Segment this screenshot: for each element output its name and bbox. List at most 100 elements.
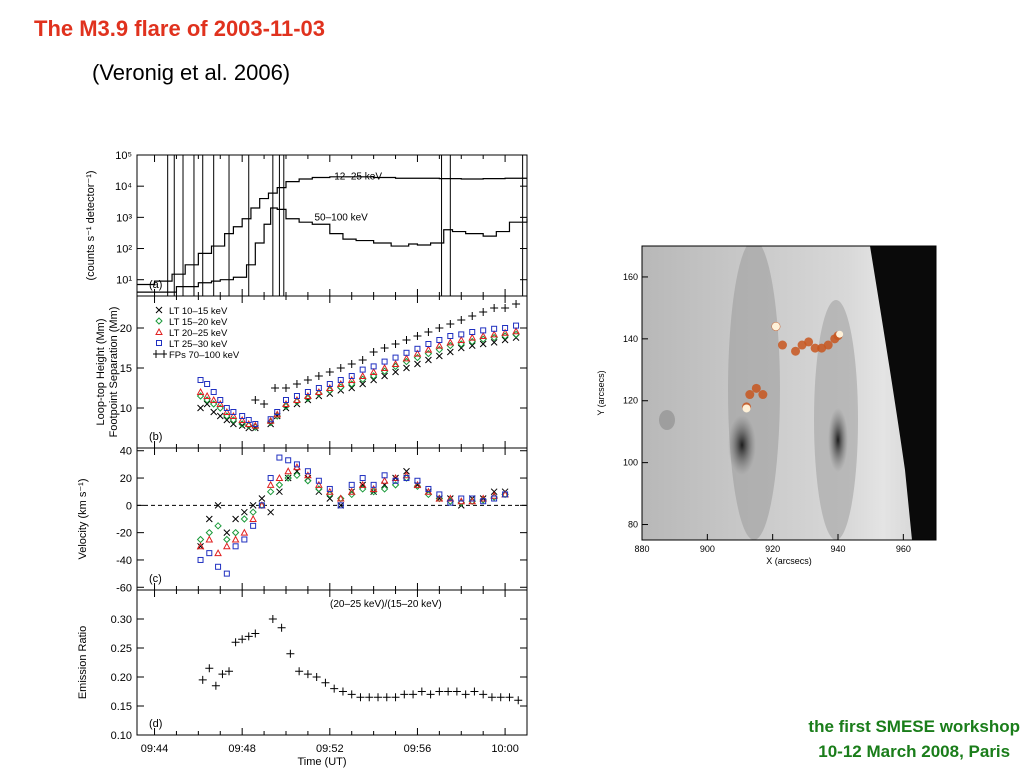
data-point-diamond: [216, 404, 224, 412]
data-point-x: [436, 352, 443, 360]
solar-image-panel: 880 900 920 940 960 80 100 120 140 160 X (arcsecs)…: [596, 245, 937, 566]
data-point-x: [381, 481, 388, 489]
series-line: [137, 176, 527, 286]
y-tick-label: 0.30: [111, 614, 132, 626]
data-point-square: [370, 363, 377, 370]
data-point-square: [232, 543, 239, 550]
data-point-triangle: [369, 367, 378, 375]
data-point-triangle: [424, 345, 433, 353]
data-point-square: [370, 481, 377, 488]
data-point-square: [337, 502, 344, 509]
panel-letter: (c): [149, 573, 162, 585]
y-axis-label: Loop-top Height (Mm): [95, 319, 107, 426]
panel-a: 10¹ 10² 10³ 10⁴ 10⁵ (counts s⁻¹ detector⁻¹) (a…: [85, 150, 528, 297]
data-point-x: [293, 467, 301, 475]
data-point-square: [403, 475, 410, 482]
data-point-triangle: [512, 327, 520, 335]
data-point-triangle: [209, 395, 218, 403]
data-point-triangle: [435, 341, 444, 349]
data-point-triangle: [238, 415, 247, 423]
data-point-square: [197, 377, 204, 383]
data-point-diamond: [348, 490, 356, 499]
data-point-triangle: [336, 379, 345, 387]
data-point-square: [223, 405, 230, 411]
data-point-plus: [198, 675, 207, 684]
data-point-x: [267, 508, 275, 516]
data-point-square: [348, 373, 355, 379]
data-point-plus: [382, 693, 391, 702]
data-point-diamond: [196, 535, 205, 544]
data-point-x: [501, 336, 509, 344]
data-point-triangle: [380, 476, 389, 484]
y-axis-label: (counts s⁻¹ detector⁻¹): [85, 170, 97, 280]
data-point-square: [425, 341, 432, 347]
x-tick-label: 09:52: [316, 743, 344, 755]
data-point-square: [326, 381, 333, 387]
data-point-plus: [468, 312, 477, 320]
data-point-x: [490, 339, 498, 346]
data-point-plus: [501, 304, 510, 312]
data-point-triangle: [304, 391, 312, 399]
data-point-plus: [505, 693, 514, 702]
legend-label: LT 10–15 keV: [169, 306, 228, 317]
data-point-triangle: [358, 480, 367, 488]
data-point-plus: [487, 693, 496, 702]
data-point-triangle: [315, 480, 323, 488]
data-point-plus: [426, 690, 435, 699]
y-tick-label: -40: [116, 555, 132, 567]
data-point-plus: [374, 693, 383, 702]
y-tick-label: 10⁴: [115, 181, 132, 193]
data-point-diamond: [293, 471, 301, 480]
data-point-square: [359, 475, 366, 482]
data-point-plus: [490, 304, 499, 312]
data-point-square: [304, 468, 311, 475]
data-point-plus: [409, 690, 418, 699]
data-point-plus: [251, 396, 260, 404]
data-point-plus: [424, 328, 433, 336]
data-point-square: [252, 421, 259, 427]
data-point-plus: [446, 320, 455, 328]
data-point-triangle: [216, 399, 225, 407]
data-point-x: [381, 372, 388, 380]
data-point-plus: [417, 687, 426, 696]
data-point-x: [414, 360, 421, 368]
y-tick-label: 0.10: [111, 730, 132, 742]
legend-label: LT 25–30 keV: [169, 339, 228, 350]
y-tick-label: 10: [120, 403, 132, 415]
data-point-plus: [295, 667, 304, 676]
y-tick-label: 10²: [116, 244, 132, 256]
data-point-square: [469, 329, 476, 335]
data-point-plus: [356, 693, 365, 702]
data-point-x: [155, 306, 163, 314]
data-point-diamond: [205, 528, 214, 537]
y-tick-label: 0: [126, 500, 132, 512]
bright-kernel: [771, 322, 780, 331]
data-point-triangle: [203, 391, 211, 399]
data-point-plus: [271, 384, 280, 392]
data-point-x: [223, 416, 231, 424]
hxr-source-point: [791, 346, 801, 356]
data-point-plus: [292, 380, 301, 388]
data-point-plus: [286, 649, 295, 658]
data-point-triangle: [249, 514, 257, 522]
y-tick-label: 120: [623, 396, 638, 406]
y-tick-label: 40: [120, 446, 132, 458]
hxr-source-point: [758, 390, 768, 400]
data-point-triangle: [369, 484, 378, 492]
y-tick-label: 140: [623, 334, 638, 344]
data-point-plus: [211, 681, 220, 690]
data-point-x: [241, 508, 248, 516]
data-point-plus: [380, 344, 389, 352]
y-tick-label: -20: [116, 528, 132, 540]
data-point-triangle: [325, 383, 334, 391]
data-point-square: [250, 522, 257, 529]
data-point-triangle: [266, 480, 275, 488]
data-point-triangle: [413, 480, 422, 488]
x-tick-label: 940: [830, 544, 845, 554]
data-point-square: [348, 481, 355, 488]
data-point-triangle: [336, 494, 345, 502]
data-point-x: [210, 408, 218, 416]
y-axis-label: Y (arcsecs): [596, 370, 606, 415]
data-point-square: [337, 377, 344, 383]
